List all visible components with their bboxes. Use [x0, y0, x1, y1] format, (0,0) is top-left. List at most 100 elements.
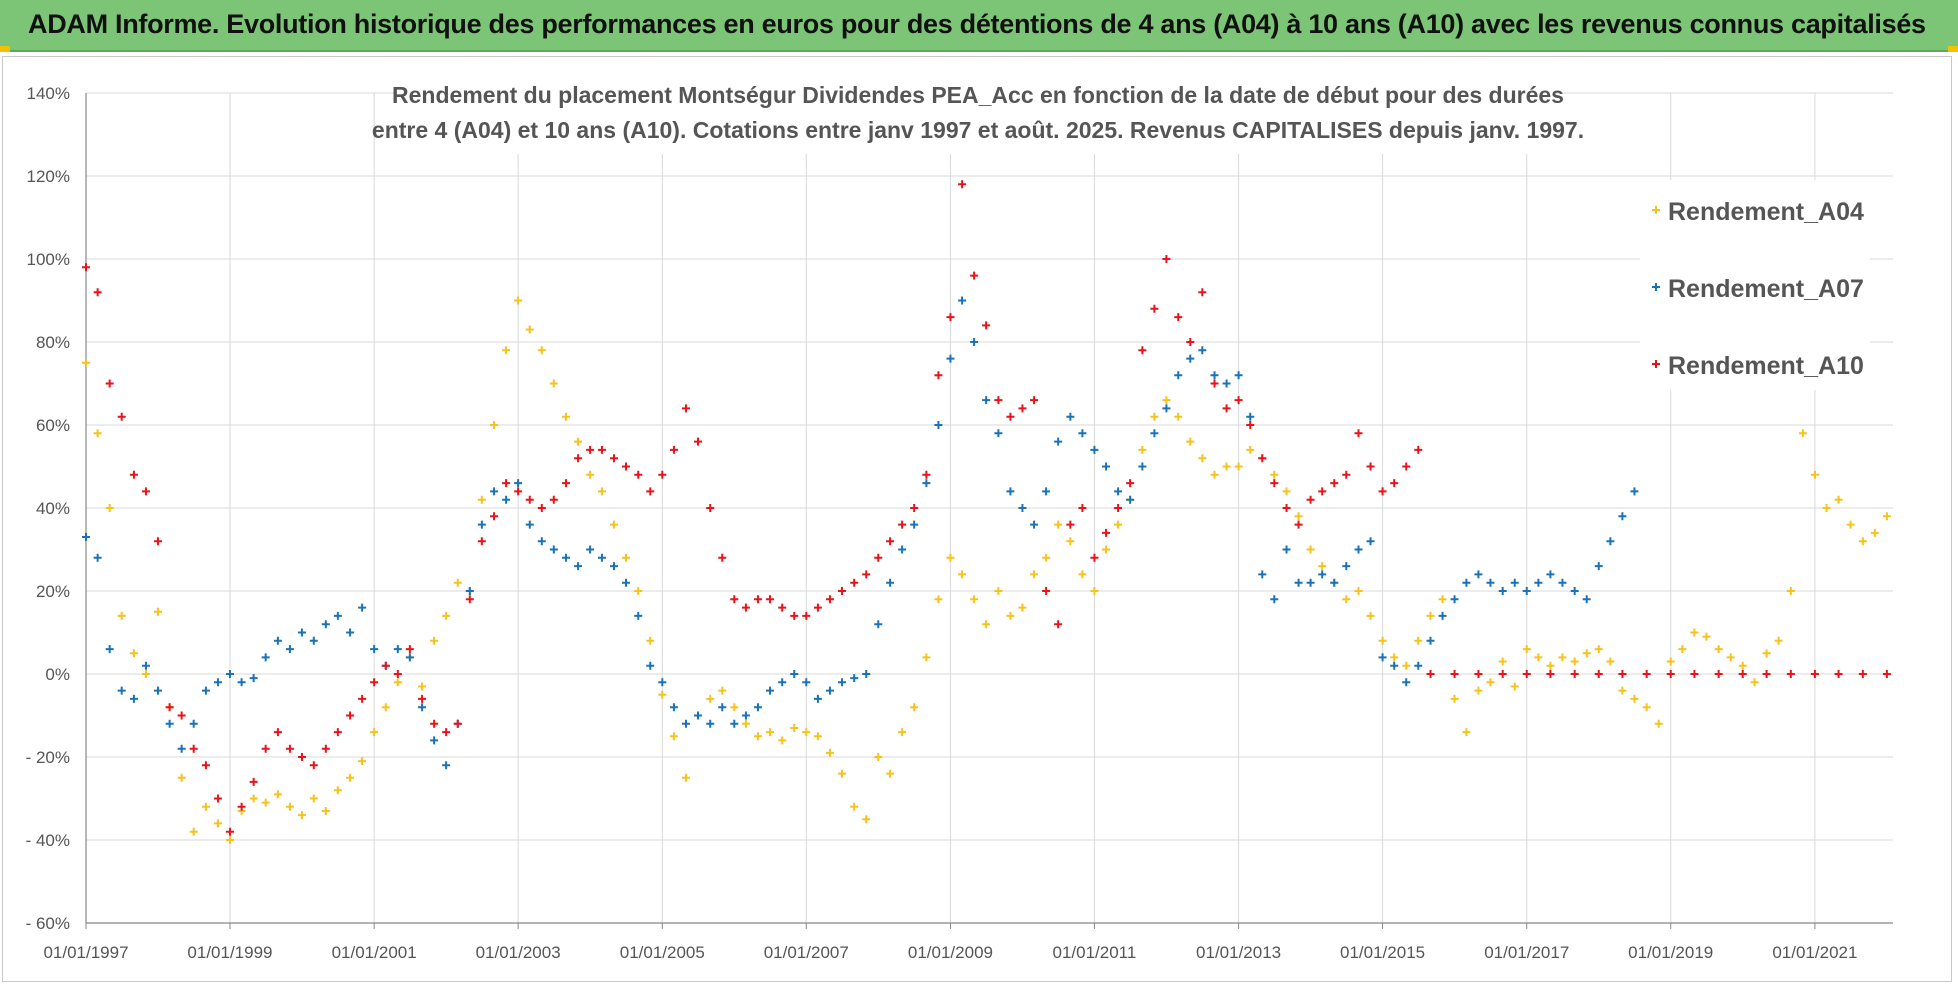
data-point [189, 744, 198, 753]
data-point [189, 827, 198, 836]
data-point [1366, 611, 1375, 620]
data-point [706, 719, 715, 728]
data-point [622, 578, 631, 587]
data-point [1690, 670, 1699, 678]
data-point [1450, 670, 1459, 678]
data-point [874, 553, 883, 562]
data-point [1102, 528, 1111, 537]
data-point [477, 495, 486, 504]
data-point [177, 711, 186, 720]
data-point [1810, 470, 1819, 479]
y-tick-label: 0% [45, 665, 70, 684]
data-point [1714, 645, 1723, 654]
data-point [1378, 653, 1387, 662]
data-point [753, 703, 762, 712]
data-point [1630, 694, 1639, 703]
data-point [862, 815, 871, 824]
data-point [1462, 728, 1471, 737]
data-point [1306, 545, 1315, 554]
data-point [105, 379, 114, 388]
data-point [1282, 487, 1291, 496]
data-point [922, 479, 931, 488]
series-rendement-a10 [82, 180, 1891, 836]
data-point [1594, 670, 1603, 678]
data-point [165, 719, 174, 728]
y-tick-labels: 140% 120% 100% 80% 60% 40% 20% 0% - 20% - 40% - 60… [26, 84, 70, 933]
data-point [994, 396, 1003, 405]
data-point [430, 636, 439, 645]
data-point [790, 611, 799, 620]
data-point [309, 794, 318, 803]
data-point [117, 611, 126, 620]
data-point [1210, 379, 1219, 388]
data-point [537, 504, 546, 512]
data-point [453, 578, 462, 587]
data-point [141, 661, 150, 670]
data-point [1330, 578, 1339, 587]
data-point [129, 470, 138, 479]
chart-title: Rendement du placement Montségur Dividen… [372, 76, 1584, 154]
data-point [586, 470, 595, 479]
data-point [669, 445, 678, 454]
data-point [1150, 429, 1159, 438]
data-point [1882, 670, 1891, 678]
data-point [1198, 346, 1207, 355]
data-point [1498, 670, 1507, 678]
data-point [1090, 445, 1099, 454]
corner-marker-right [1948, 46, 1958, 52]
data-point [1354, 545, 1363, 554]
data-point [1798, 429, 1807, 438]
data-point [681, 773, 690, 782]
data-point [514, 487, 523, 496]
data-point [297, 628, 306, 637]
data-point [370, 728, 379, 737]
data-point [1690, 628, 1699, 637]
data-point [718, 553, 727, 562]
data-point [477, 537, 486, 546]
data-point [1498, 657, 1507, 666]
data-point [813, 603, 822, 612]
data-point [609, 454, 618, 463]
data-point [1114, 520, 1123, 529]
x-tick-label: 01/01/2017 [1484, 943, 1569, 962]
x-tick-label: 01/01/1999 [187, 943, 272, 962]
data-point [430, 719, 439, 728]
data-point [802, 728, 811, 737]
data-point [1258, 570, 1267, 579]
data-point [177, 744, 186, 753]
x-tick-label: 01/01/1997 [43, 943, 128, 962]
data-point [970, 338, 979, 346]
banner-title: ADAM Informe. Evolution historique des p… [28, 9, 1926, 39]
data-point [574, 562, 583, 571]
data-point [1042, 587, 1051, 595]
data-point [958, 296, 967, 305]
data-point [153, 686, 162, 695]
data-point [490, 421, 499, 429]
data-point [249, 777, 258, 786]
data-point [982, 620, 991, 629]
data-point [970, 595, 979, 604]
data-point [1786, 670, 1795, 678]
data-point [622, 462, 631, 471]
data-point [537, 537, 546, 546]
data-point [1498, 587, 1507, 595]
data-point [1474, 570, 1483, 579]
data-point [1210, 470, 1219, 479]
data-point [562, 553, 571, 562]
data-point [910, 703, 919, 712]
data-point [1078, 504, 1087, 512]
data-point [273, 636, 282, 645]
data-point [502, 346, 511, 355]
axes [85, 93, 1893, 929]
data-point [117, 686, 126, 695]
data-point [1714, 670, 1723, 678]
data-point [898, 545, 907, 554]
data-point [850, 674, 859, 683]
data-point [646, 661, 655, 670]
data-point [1486, 578, 1495, 587]
data-point [1282, 545, 1291, 554]
data-point [537, 346, 546, 355]
data-point [1630, 487, 1639, 496]
data-point [934, 595, 943, 604]
data-point [946, 354, 955, 363]
